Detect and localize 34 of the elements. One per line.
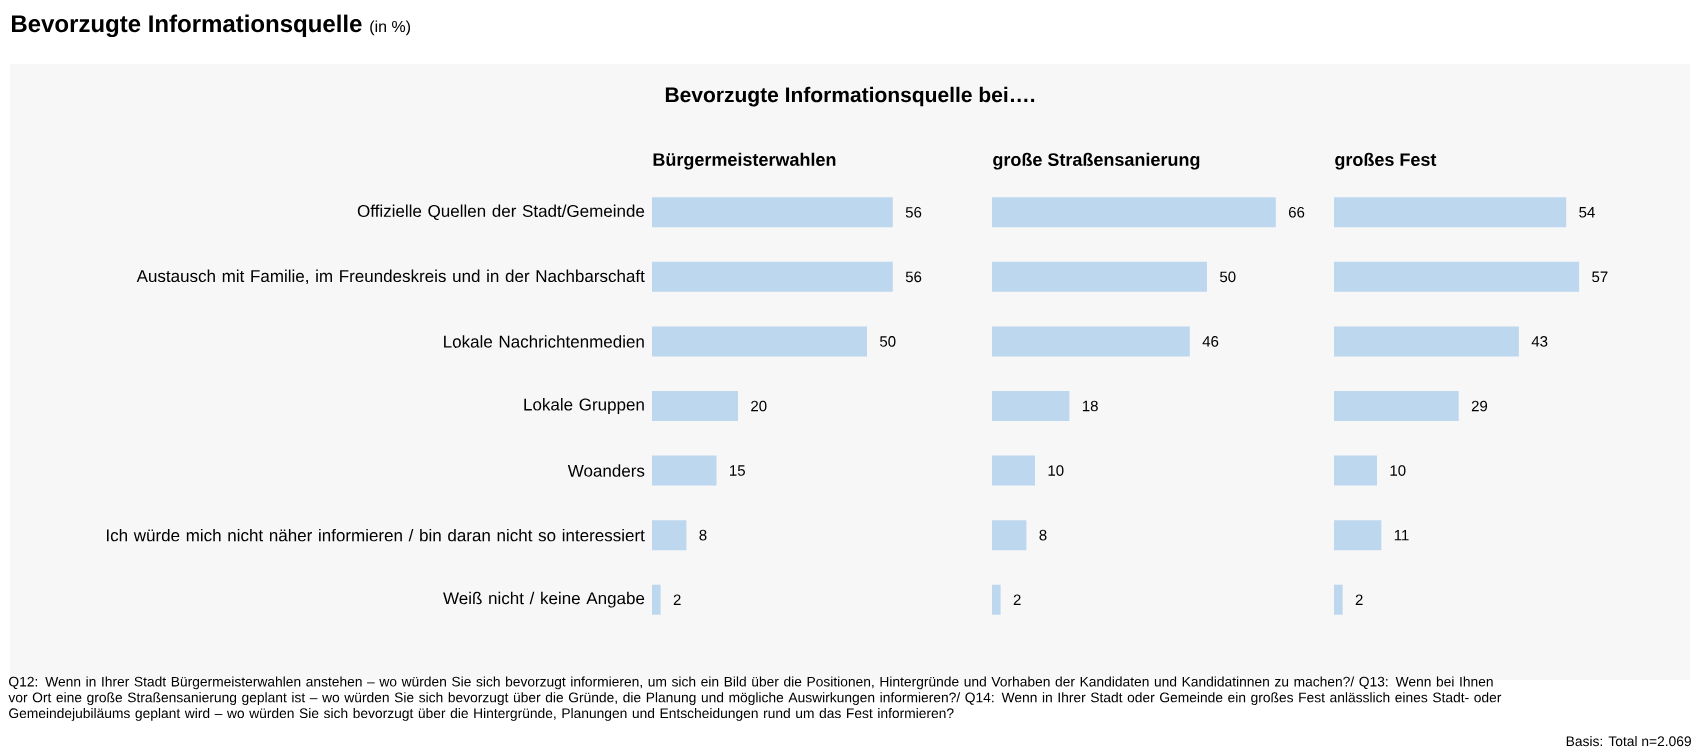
bar — [652, 261, 893, 292]
bar — [1334, 197, 1567, 228]
bar — [992, 520, 1027, 551]
bar — [992, 391, 1070, 421]
bar — [992, 326, 1190, 357]
y-tick-label: Woanders — [567, 464, 645, 477]
y-tick-label: Lokale Gruppen — [524, 398, 644, 414]
bar — [992, 455, 1036, 486]
bar — [992, 584, 1001, 615]
bar — [992, 197, 1276, 228]
bar — [652, 197, 893, 228]
bar — [652, 584, 661, 615]
bar — [652, 520, 687, 551]
text: Bevorzugte Informationsquelle — [12, 14, 362, 38]
y-tick-label: Lokale Nachrichtenmedien — [444, 335, 644, 348]
bar — [1334, 520, 1382, 551]
chart-title: Bürgermeisterwahlen — [653, 152, 836, 170]
y-tick-label: Weiß nicht / keine Angabe — [443, 591, 645, 608]
bar — [652, 455, 717, 486]
bar — [1334, 455, 1378, 486]
bar — [1334, 391, 1459, 421]
chart-title: große Straßensanierung — [993, 152, 1200, 170]
bar — [652, 326, 867, 357]
text: Bevorzugte Informationsquelle bei…. — [665, 86, 1035, 107]
bar — [992, 261, 1208, 292]
y-tick-label: Offizielle Quellen der Stadt/Gemeinde — [357, 204, 645, 221]
bar — [1334, 584, 1343, 615]
y-tick-label: Ich würde mich nicht näher informieren / bin daran nicht so interessiert — [106, 528, 645, 542]
bar — [1334, 326, 1519, 357]
text: (in %) — [370, 20, 411, 36]
chart-title: großes Fest — [1335, 152, 1437, 170]
y-tick-label: Austausch mit Familie, im Freundeskreis und in der Nachbarschaft — [136, 269, 645, 285]
bar — [652, 391, 738, 421]
bar — [1334, 261, 1580, 292]
